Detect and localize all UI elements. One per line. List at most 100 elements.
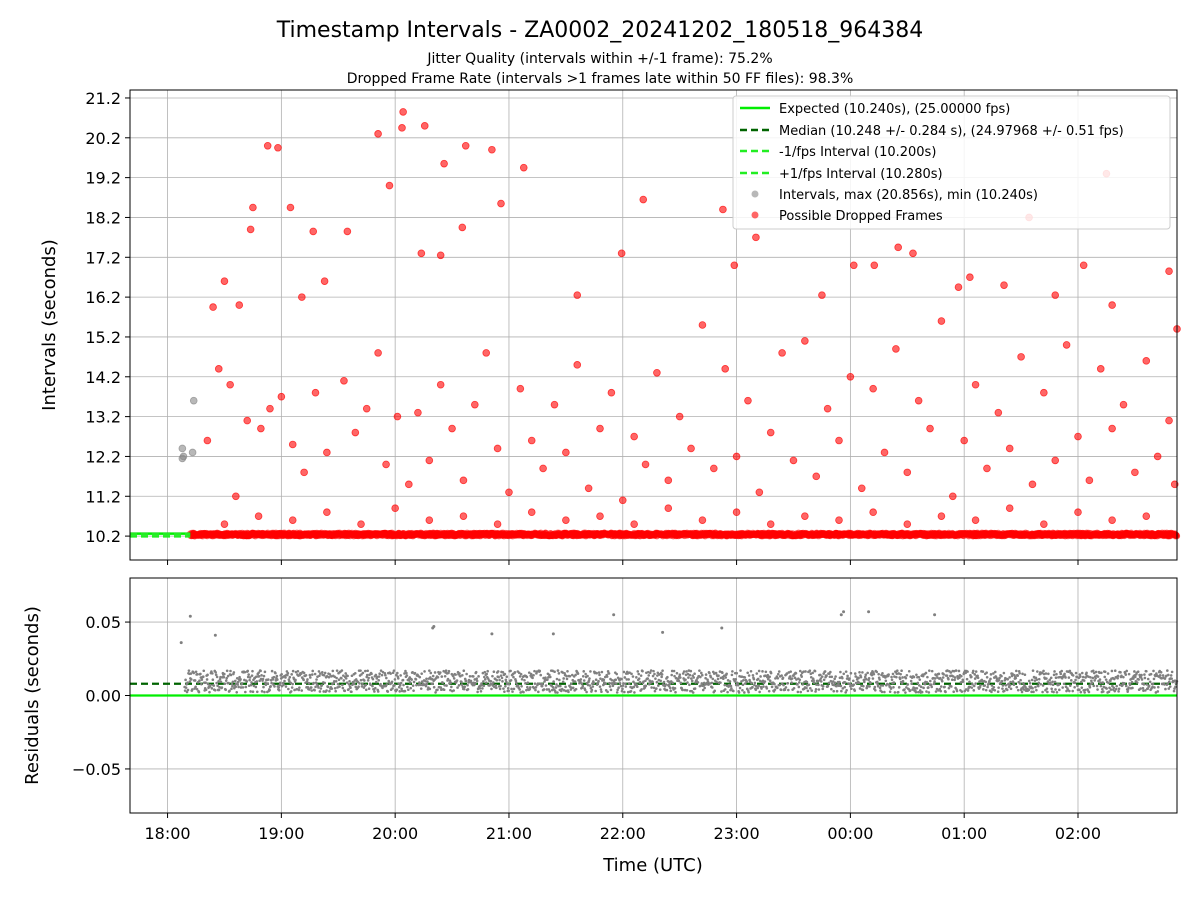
residual-band-point — [1015, 685, 1019, 689]
residual-band-point — [768, 675, 771, 679]
residual-band-point — [536, 682, 540, 686]
residual-band-point — [291, 682, 294, 686]
residual-band-point — [538, 669, 542, 673]
residual-band-point — [922, 686, 925, 690]
residual-band-point — [804, 670, 807, 673]
residual-band-point — [763, 680, 767, 683]
residual-band-point — [687, 676, 690, 679]
residual-band-point — [736, 683, 740, 687]
residual-band-point — [581, 674, 585, 678]
residual-band-point — [906, 683, 910, 686]
residual-band-point — [780, 674, 783, 677]
dropped-frame-point — [1005, 444, 1014, 453]
residual-band-point — [254, 685, 258, 689]
residual-band-point — [377, 675, 381, 678]
residual-band-point — [482, 680, 485, 683]
residual-band-point — [658, 688, 662, 691]
residual-band-point — [620, 689, 624, 693]
residual-band-point — [374, 680, 378, 684]
dropped-frame-point — [399, 108, 407, 116]
residual-band-point — [343, 689, 347, 693]
residual-band-point — [1059, 672, 1063, 676]
residual-band-point — [848, 677, 851, 680]
residual-band-point — [310, 689, 314, 692]
residual-band-point — [184, 686, 188, 689]
residual-band-point — [960, 690, 964, 693]
dropped-frame-point — [459, 476, 468, 485]
residual-band-point — [246, 669, 250, 673]
residual-band-point — [738, 686, 742, 690]
residual-band-point — [985, 676, 989, 679]
residual-band-point — [618, 682, 622, 685]
residual-band-point — [760, 687, 763, 690]
residual-band-point — [1127, 686, 1130, 690]
residual-band-point — [551, 685, 555, 689]
residual-band-point — [1016, 688, 1020, 692]
residual-band-point — [955, 689, 959, 693]
residual-band-point — [227, 681, 230, 685]
residual-band-point — [892, 681, 896, 684]
residual-band-point — [268, 688, 272, 692]
residual-band-point — [984, 688, 988, 692]
residual-band-point — [1174, 685, 1177, 689]
dropped-frame-point — [232, 492, 240, 501]
residual-band-point — [1119, 671, 1122, 674]
residual-band-point — [704, 673, 708, 676]
residual-band-point — [590, 688, 594, 692]
residual-band-point — [588, 677, 591, 680]
dropped-frame-point — [789, 456, 798, 465]
residual-band-point — [359, 669, 362, 672]
residual-band-point — [598, 673, 601, 677]
residual-band-point — [504, 685, 507, 688]
residual-band-point — [598, 685, 602, 688]
residual-band-point — [309, 686, 313, 689]
residual-band-point — [787, 688, 790, 692]
residual-band-point — [357, 685, 360, 688]
residual-band-point — [589, 670, 592, 673]
residual-band-point — [371, 677, 375, 681]
intervals-y-tick-label: 15.2 — [85, 328, 121, 347]
residual-band-point — [1169, 674, 1173, 677]
residual-band-point — [198, 679, 201, 683]
residual-band-point — [458, 672, 461, 675]
residual-band-point — [466, 683, 469, 687]
dropped-frame-point — [949, 492, 957, 501]
residual-band-point — [204, 681, 207, 685]
intervals-y-tick-label: 16.2 — [85, 288, 121, 307]
residual-band-point — [621, 684, 625, 687]
residual-band-point — [511, 690, 514, 693]
residual-band-point — [1009, 680, 1012, 684]
x-tick-label: 02:00 — [1055, 824, 1101, 843]
residual-band-point — [877, 672, 880, 676]
dropped-frame-point — [1165, 416, 1173, 425]
residual-band-point — [710, 681, 714, 685]
residual-band-point — [202, 669, 206, 673]
residual-band-point — [520, 678, 524, 681]
residual-band-point — [655, 687, 658, 690]
dropped-frame-point — [288, 516, 297, 524]
dropped-frame-point — [1079, 261, 1088, 270]
residual-band-point — [562, 677, 565, 680]
residual-band-point — [277, 688, 281, 692]
residual-band-point — [249, 683, 253, 687]
residual-band-point — [509, 679, 513, 682]
residual-band-point — [571, 686, 575, 690]
residual-band-point — [318, 690, 322, 693]
residual-band-point — [385, 676, 388, 680]
residual-band-point — [206, 673, 209, 677]
residual-band-point — [1106, 672, 1110, 675]
residual-band-point — [890, 675, 893, 679]
residual-band-point — [452, 677, 456, 680]
residual-band-point — [475, 677, 478, 680]
residual-band-point — [370, 672, 373, 676]
residual-band-point — [1047, 672, 1050, 676]
residual-band-point — [688, 673, 692, 677]
intervals-y-tick-label: 14.2 — [85, 368, 121, 387]
residual-band-point — [970, 686, 974, 689]
residual-band-point — [380, 673, 384, 677]
residual-band-point — [461, 674, 464, 677]
residual-band-point — [966, 670, 969, 673]
residual-band-point — [262, 685, 265, 689]
residual-band-point — [1032, 690, 1035, 694]
